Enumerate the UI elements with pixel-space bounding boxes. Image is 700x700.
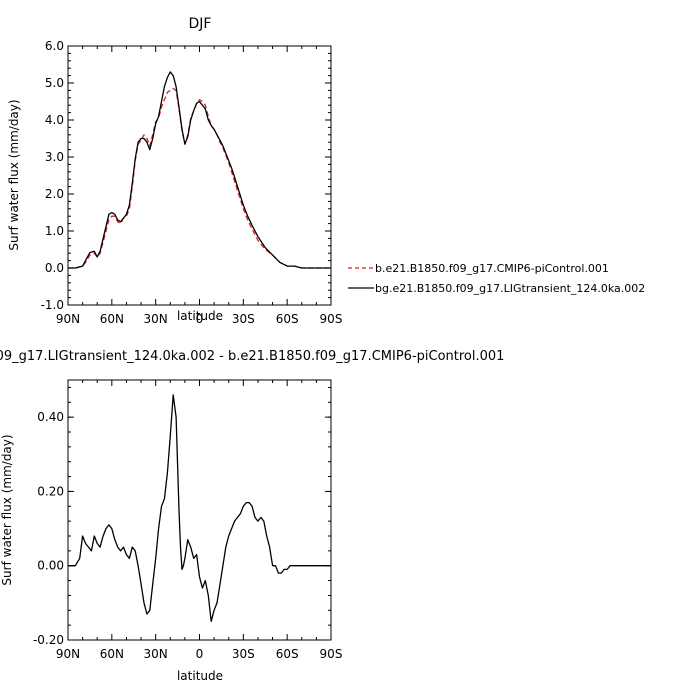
bottom-chart-x-tick-label: 30S: [232, 647, 255, 661]
bottom-chart-x-axis-label: latitude: [177, 669, 223, 683]
bottom-chart-y-tick-label: 0.20: [37, 484, 64, 498]
bottom-chart-x-tick-label: 90S: [320, 647, 343, 661]
bottom-chart-title: bg.e21.B1850.f09_g17.LIGtransient_124.0k…: [0, 349, 504, 364]
top-chart-y-tick-label: 1.0: [45, 224, 64, 238]
top-chart-y-tick-label: 3.0: [45, 150, 64, 164]
bottom-chart-x-tick-label: 30N: [144, 647, 168, 661]
top-chart-title: DJF: [189, 16, 212, 32]
top-chart-x-tick-label: 60N: [100, 312, 124, 326]
top-chart-y-axis-label: Surf water flux (mm/day): [7, 99, 21, 250]
top-chart-x-tick-label: 90N: [56, 312, 80, 326]
top-chart-y-tick-label: 0.0: [45, 261, 64, 275]
bottom-chart-axes: 90N 60N 30N 0 30S 60S 90S -0.20 0.00 0.20 0.40: [33, 379, 343, 661]
legend-label-LIGtransient: bg.e21.B1850.f09_g17.LIGtransient_124.0k…: [375, 282, 645, 295]
bottom-chart: bg.e21.B1850.f09_g17.LIGtransient_124.0k…: [0, 349, 504, 683]
bottom-chart-y-tick-label: 0.40: [37, 410, 64, 424]
top-chart-x-tick-label: 60S: [276, 312, 299, 326]
bottom-chart-series: [68, 394, 331, 623]
top-chart-x-tick-label: 30S: [232, 312, 255, 326]
bottom-chart-x-tick-label: 60S: [276, 647, 299, 661]
top-chart-y-tick-label: 2.0: [45, 187, 64, 201]
bottom-chart-x-tick-label: 90N: [56, 647, 80, 661]
legend: b.e21.B1850.f09_g17.CMIP6-piControl.001 …: [348, 262, 645, 295]
bottom-chart-y-tick-label: -0.20: [33, 633, 64, 647]
top-chart-x-axis-label: latitude: [177, 309, 223, 323]
legend-label-piControl: b.e21.B1850.f09_g17.CMIP6-piControl.001: [375, 262, 609, 275]
bottom-chart-frame: [67, 379, 332, 641]
bottom-chart-y-tick-label: 0.00: [37, 559, 64, 573]
top-chart-y-tick-label: -1.0: [41, 298, 64, 312]
bottom-chart-series-line-0: [68, 394, 331, 623]
bottom-chart-x-tick-label: 0: [196, 647, 204, 661]
top-chart-x-tick-label: 0: [196, 312, 204, 326]
top-chart-x-tick-label: 90S: [320, 312, 343, 326]
top-chart-axes: 90N 60N 30N 0 30S 60S 90S -1.0 0.0 1.0 2.0 3.0 4.0 5.…: [41, 39, 343, 326]
top-chart: DJF latitude Surf water flux (mm/day) 90…: [7, 16, 342, 326]
top-chart-y-tick-label: 6.0: [45, 39, 64, 53]
top-chart-series-line-0: [68, 87, 331, 269]
top-chart-series: [68, 71, 331, 269]
top-chart-y-tick-label: 4.0: [45, 113, 64, 127]
top-chart-x-tick-label: 30N: [144, 312, 168, 326]
bottom-chart-x-tick-label: 60N: [100, 647, 124, 661]
top-chart-y-tick-label: 5.0: [45, 76, 64, 90]
top-chart-series-line-1: [68, 71, 331, 269]
bottom-chart-y-axis-label: Surf water flux (mm/day): [0, 434, 14, 585]
